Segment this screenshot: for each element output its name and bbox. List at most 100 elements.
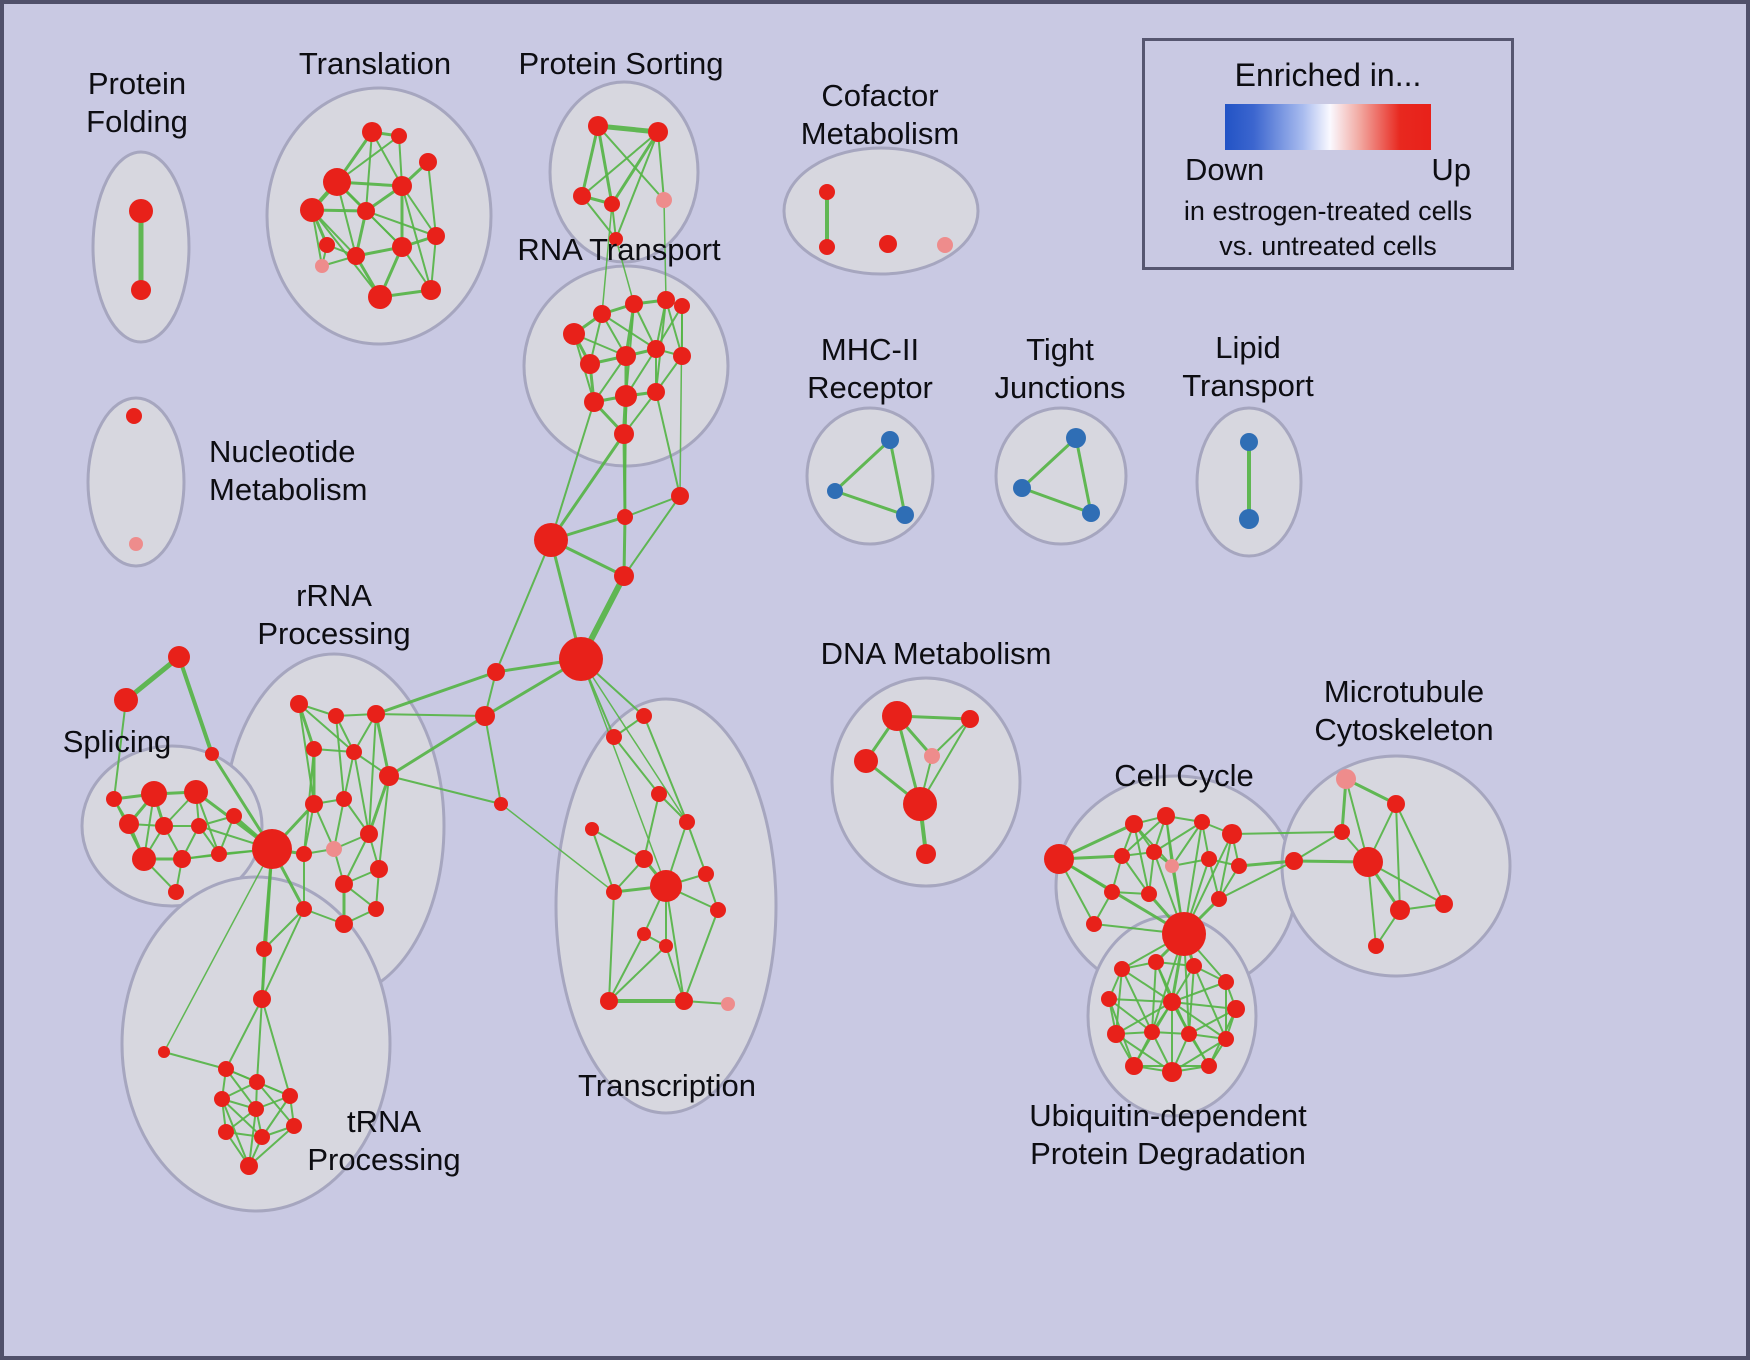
network-node-77[interactable] xyxy=(335,915,353,933)
network-node-14[interactable] xyxy=(421,280,441,300)
network-node-103[interactable] xyxy=(679,814,695,830)
network-node-43[interactable] xyxy=(896,506,914,524)
network-node-9[interactable] xyxy=(392,237,412,257)
network-node-107[interactable] xyxy=(698,866,714,882)
network-node-50[interactable] xyxy=(534,523,568,557)
network-node-102[interactable] xyxy=(651,786,667,802)
network-node-133[interactable] xyxy=(1162,912,1206,956)
network-node-1[interactable] xyxy=(131,280,151,300)
network-node-90[interactable] xyxy=(168,884,184,900)
network-node-3[interactable] xyxy=(362,122,382,142)
network-node-29[interactable] xyxy=(657,291,675,309)
network-node-65[interactable] xyxy=(306,741,322,757)
network-node-156[interactable] xyxy=(1201,1058,1217,1074)
network-node-151[interactable] xyxy=(1144,1024,1160,1040)
network-node-116[interactable] xyxy=(961,710,979,728)
network-node-86[interactable] xyxy=(132,847,156,871)
network-node-144[interactable] xyxy=(1114,961,1130,977)
network-node-41[interactable] xyxy=(881,431,899,449)
network-node-48[interactable] xyxy=(1239,509,1259,529)
network-node-101[interactable] xyxy=(240,1157,258,1175)
network-node-83[interactable] xyxy=(155,817,173,835)
network-node-68[interactable] xyxy=(252,829,292,869)
network-node-24[interactable] xyxy=(879,235,897,253)
network-node-79[interactable] xyxy=(368,901,384,917)
network-node-69[interactable] xyxy=(305,795,323,813)
network-node-72[interactable] xyxy=(296,846,312,862)
network-node-120[interactable] xyxy=(916,844,936,864)
network-node-64[interactable] xyxy=(367,705,385,723)
network-node-85[interactable] xyxy=(226,808,242,824)
network-node-93[interactable] xyxy=(218,1061,234,1077)
network-node-46[interactable] xyxy=(1082,504,1100,522)
network-node-42[interactable] xyxy=(827,483,843,499)
network-node-130[interactable] xyxy=(1231,858,1247,874)
network-node-6[interactable] xyxy=(392,176,412,196)
network-node-39[interactable] xyxy=(126,408,142,424)
network-node-23[interactable] xyxy=(819,239,835,255)
network-node-21[interactable] xyxy=(609,232,623,246)
network-node-87[interactable] xyxy=(173,850,191,868)
network-node-118[interactable] xyxy=(924,748,940,764)
network-node-141[interactable] xyxy=(1435,895,1453,913)
network-node-56[interactable] xyxy=(606,729,622,745)
network-node-20[interactable] xyxy=(656,192,672,208)
network-node-62[interactable] xyxy=(290,695,308,713)
network-node-121[interactable] xyxy=(1044,844,1074,874)
network-node-35[interactable] xyxy=(584,392,604,412)
network-node-91[interactable] xyxy=(253,990,271,1008)
network-node-26[interactable] xyxy=(563,323,585,345)
network-node-57[interactable] xyxy=(636,708,652,724)
network-node-17[interactable] xyxy=(648,122,668,142)
network-node-5[interactable] xyxy=(357,202,375,220)
network-node-28[interactable] xyxy=(625,295,643,313)
network-node-54[interactable] xyxy=(487,663,505,681)
network-node-15[interactable] xyxy=(391,128,407,144)
network-node-149[interactable] xyxy=(1227,1000,1245,1018)
network-node-4[interactable] xyxy=(300,198,324,222)
network-node-122[interactable] xyxy=(1125,815,1143,833)
network-node-49[interactable] xyxy=(617,509,633,525)
network-node-98[interactable] xyxy=(218,1124,234,1140)
network-node-117[interactable] xyxy=(854,749,878,773)
network-node-13[interactable] xyxy=(368,285,392,309)
network-node-73[interactable] xyxy=(360,825,378,843)
network-node-99[interactable] xyxy=(254,1129,270,1145)
network-node-22[interactable] xyxy=(819,184,835,200)
network-node-150[interactable] xyxy=(1107,1025,1125,1043)
network-node-30[interactable] xyxy=(674,298,690,314)
network-node-111[interactable] xyxy=(600,992,618,1010)
network-node-84[interactable] xyxy=(191,818,207,834)
network-node-27[interactable] xyxy=(593,305,611,323)
network-node-143[interactable] xyxy=(1368,938,1384,954)
network-node-60[interactable] xyxy=(114,688,138,712)
network-node-2[interactable] xyxy=(323,168,351,196)
network-node-76[interactable] xyxy=(296,901,312,917)
network-node-104[interactable] xyxy=(635,850,653,868)
network-node-25[interactable] xyxy=(937,237,953,253)
network-node-94[interactable] xyxy=(249,1074,265,1090)
network-node-139[interactable] xyxy=(1285,852,1303,870)
network-node-74[interactable] xyxy=(370,860,388,878)
network-node-146[interactable] xyxy=(1186,958,1202,974)
network-node-123[interactable] xyxy=(1157,807,1175,825)
network-node-8[interactable] xyxy=(427,227,445,245)
network-node-47[interactable] xyxy=(1240,433,1258,451)
network-node-11[interactable] xyxy=(319,237,335,253)
network-node-81[interactable] xyxy=(184,780,208,804)
network-node-105[interactable] xyxy=(606,884,622,900)
network-node-140[interactable] xyxy=(1353,847,1383,877)
network-node-114[interactable] xyxy=(585,822,599,836)
network-node-138[interactable] xyxy=(1334,824,1350,840)
network-node-67[interactable] xyxy=(379,766,399,786)
network-node-53[interactable] xyxy=(559,637,603,681)
network-node-80[interactable] xyxy=(141,781,167,807)
network-node-88[interactable] xyxy=(211,846,227,862)
network-node-113[interactable] xyxy=(721,997,735,1011)
network-node-37[interactable] xyxy=(647,383,665,401)
network-node-92[interactable] xyxy=(158,1046,170,1058)
network-node-96[interactable] xyxy=(248,1101,264,1117)
network-node-0[interactable] xyxy=(129,199,153,223)
network-node-109[interactable] xyxy=(637,927,651,941)
network-node-145[interactable] xyxy=(1148,954,1164,970)
